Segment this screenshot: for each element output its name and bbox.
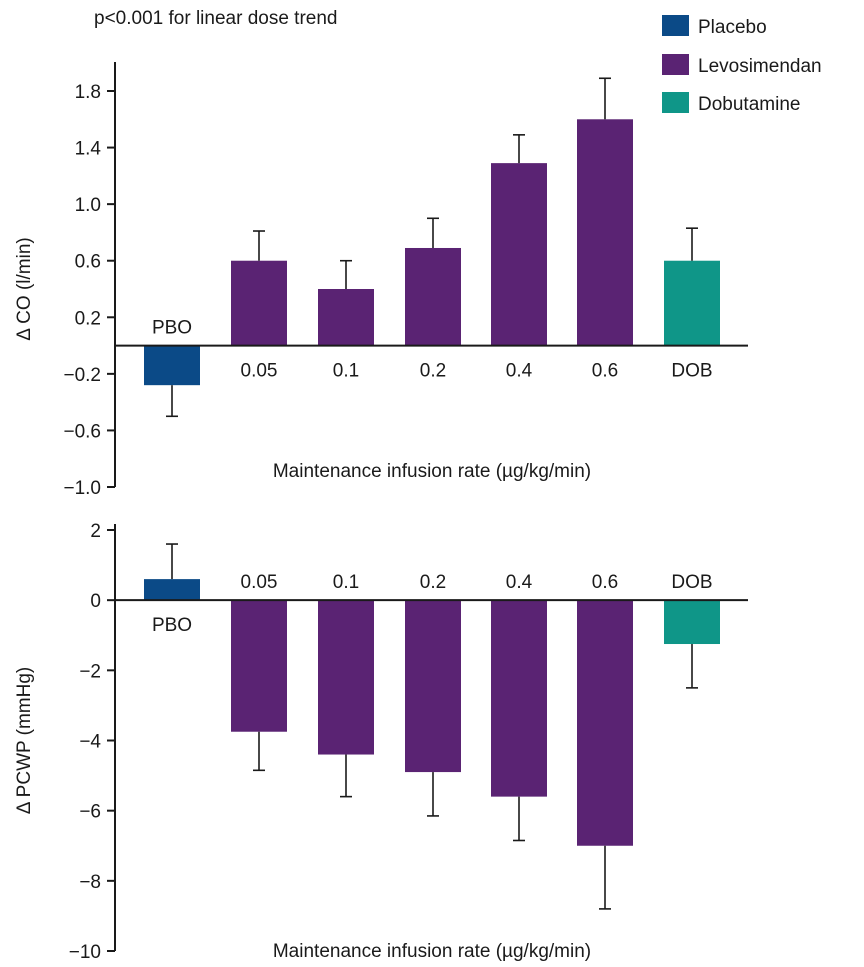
bar: [664, 600, 720, 645]
legend-swatch-levosimendan: [662, 54, 689, 75]
category-label: 0.1: [333, 361, 359, 382]
x-axis-title: Maintenance infusion rate (µg/kg/min): [273, 941, 591, 962]
y-tick-label: 0.6: [75, 252, 101, 273]
y-tick-label: 1.8: [75, 82, 101, 103]
x-axis-title: Maintenance infusion rate (µg/kg/min): [273, 461, 591, 482]
category-label: 0.4: [506, 572, 533, 593]
category-label: 0.4: [506, 361, 533, 382]
legend-label-dobutamine: Dobutamine: [698, 94, 800, 115]
bar: [318, 600, 374, 755]
legend-swatch-placebo: [662, 15, 689, 36]
legend-label-placebo: Placebo: [698, 17, 767, 38]
trend-annotation: p<0.001 for linear dose trend: [94, 8, 337, 29]
legend-swatch-dobutamine: [662, 92, 689, 113]
y-tick-label: 1.0: [75, 195, 101, 216]
y-axis-title: Δ CO (l/min): [14, 237, 35, 340]
bar: [491, 163, 547, 346]
category-label: 0.6: [592, 361, 618, 382]
y-tick-label: 2: [90, 521, 101, 542]
legend-item-levosimendan: Levosimendan: [662, 54, 822, 77]
bar: [231, 260, 287, 346]
y-tick-label: 0.2: [75, 308, 101, 329]
bar: [144, 345, 200, 386]
y-tick-label: 1.4: [75, 139, 102, 160]
y-tick-label: −1.0: [63, 478, 101, 499]
y-tick-label: −0.6: [63, 421, 101, 442]
category-label: 0.2: [420, 572, 446, 593]
bar: [318, 289, 374, 346]
y-tick-label: −6: [79, 802, 101, 823]
category-label: DOB: [671, 572, 712, 593]
co-chart-panel: 1.8 1.4 1.0 0.6 0.2 −0.2 −0.6 −1.0 Δ CO (l/min) P…: [14, 62, 748, 499]
bar: [144, 579, 200, 601]
y-tick-label: −4: [79, 732, 101, 753]
bar: [664, 260, 720, 346]
category-label: 0.6: [592, 572, 618, 593]
bar: [405, 600, 461, 773]
legend-item-placebo: Placebo: [662, 15, 767, 38]
y-tick-label: −0.2: [63, 365, 101, 386]
bar: [577, 119, 633, 346]
legend-item-dobutamine: Dobutamine: [662, 92, 800, 115]
category-label: DOB: [671, 361, 712, 382]
category-label: 0.1: [333, 572, 359, 593]
pcwp-chart-panel: 2 0 −2 −4 −6 −8 −10 Δ PCWP (mmHg) PBO 0.05 0.1 0.2 0…: [14, 521, 748, 963]
y-tick-label: 0: [90, 591, 101, 612]
category-label: 0.2: [420, 361, 446, 382]
category-label: 0.05: [241, 361, 278, 382]
category-label: 0.05: [241, 572, 278, 593]
y-tick-label: −10: [69, 942, 101, 963]
legend: Placebo Levosimendan Dobutamine: [662, 15, 822, 115]
category-label: PBO: [152, 318, 192, 339]
legend-label-levosimendan: Levosimendan: [698, 56, 822, 77]
bar: [405, 247, 461, 346]
category-label: PBO: [152, 615, 192, 636]
y-tick-label: −8: [79, 872, 101, 893]
bar: [577, 600, 633, 846]
y-tick-label: −2: [79, 661, 101, 682]
y-axis-title: Δ PCWP (mmHg): [14, 667, 35, 814]
bar: [231, 600, 287, 732]
bar: [491, 600, 547, 797]
